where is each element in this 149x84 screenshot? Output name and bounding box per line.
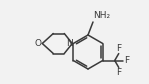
- Text: O: O: [35, 39, 42, 48]
- Text: F: F: [116, 68, 121, 77]
- Text: F: F: [116, 44, 121, 53]
- Text: N: N: [66, 39, 73, 48]
- Text: NH₂: NH₂: [94, 12, 111, 20]
- Text: F: F: [124, 56, 129, 65]
